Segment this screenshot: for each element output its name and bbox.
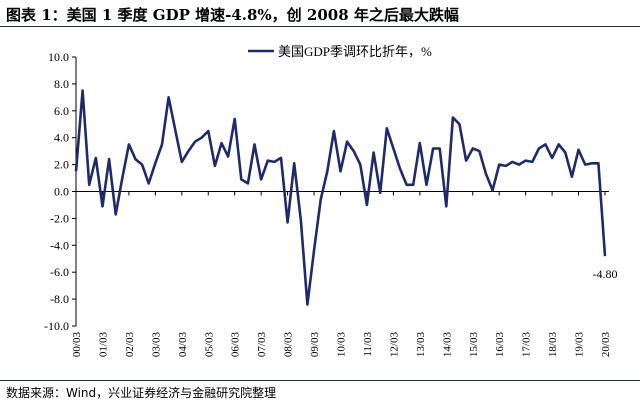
annotations: -4.80 [593, 267, 618, 281]
legend-label: 美国GDP季调环比折年，% [278, 44, 432, 59]
y-tick-label: 2.0 [54, 158, 69, 172]
x-tick-label: 17/03 [521, 332, 533, 358]
x-tick-label: 19/03 [574, 332, 586, 358]
legend: 美国GDP季调环比折年，% [248, 44, 432, 59]
x-tick-label: 05/03 [203, 332, 215, 358]
y-tick-label: -4.0 [50, 238, 69, 252]
y-tick-label: 0.0 [54, 185, 69, 199]
y-tick-label: 8.0 [54, 77, 69, 91]
y-tick-label: -6.0 [50, 265, 69, 279]
x-tick-label: 12/03 [388, 332, 400, 358]
x-tick-label: 11/03 [362, 332, 374, 357]
x-tick-label: 18/03 [547, 332, 559, 358]
title-bar: 图表 1：美国 1 季度 GDP 增速-4.8%，创 2008 年之后最大跌幅 [0, 0, 640, 27]
data-label: -4.80 [593, 267, 618, 281]
x-tick-label: 09/03 [309, 332, 321, 358]
x-tick-label: 10/03 [336, 332, 348, 358]
y-tick-label: -10.0 [44, 319, 69, 333]
x-tick-label: 00/03 [71, 332, 83, 358]
line-chart: 10.0 8.0 6.0 4.0 2.0 0.0 -2.0 -4.0 -6.0 -8.0 -10.0… [44, 44, 618, 358]
x-tick-label: 01/03 [97, 332, 109, 358]
source-note: 数据来源：Wind，兴业证券经济与金融研究院整理 [6, 386, 277, 400]
x-tick-label: 15/03 [468, 332, 480, 358]
x-tick-label: 03/03 [150, 332, 162, 358]
y-tick-label: 4.0 [54, 131, 69, 145]
y-tick-label: -2.0 [50, 211, 69, 225]
x-tick-label: 02/03 [124, 332, 136, 358]
x-tick-label: 13/03 [415, 332, 427, 358]
y-tick-label: 10.0 [48, 50, 69, 64]
y-tick-label: 6.0 [54, 104, 69, 118]
y-axis: 10.0 8.0 6.0 4.0 2.0 0.0 -2.0 -4.0 -6.0 -8.0 -10.0 [44, 50, 77, 333]
x-tick-label: 08/03 [283, 332, 295, 358]
x-tick-label: 14/03 [441, 332, 453, 358]
x-tick-label: 04/03 [177, 332, 189, 358]
chart-title: 图表 1：美国 1 季度 GDP 增速-4.8%，创 2008 年之后最大跌幅 [6, 6, 459, 24]
y-tick-label: -8.0 [50, 292, 69, 306]
x-tick-label: 07/03 [256, 332, 268, 358]
x-tick-label: 20/03 [600, 332, 612, 358]
series-group [74, 89, 607, 306]
x-axis: 00/03 01/03 02/03 03/03 04/03 05/03 06/03 07/03… [71, 191, 612, 358]
source-bar: 数据来源：Wind，兴业证券经济与金融研究院整理 [0, 380, 640, 402]
series-line [74, 89, 607, 306]
x-tick-label: 06/03 [230, 332, 242, 358]
x-tick-label: 16/03 [494, 332, 506, 358]
